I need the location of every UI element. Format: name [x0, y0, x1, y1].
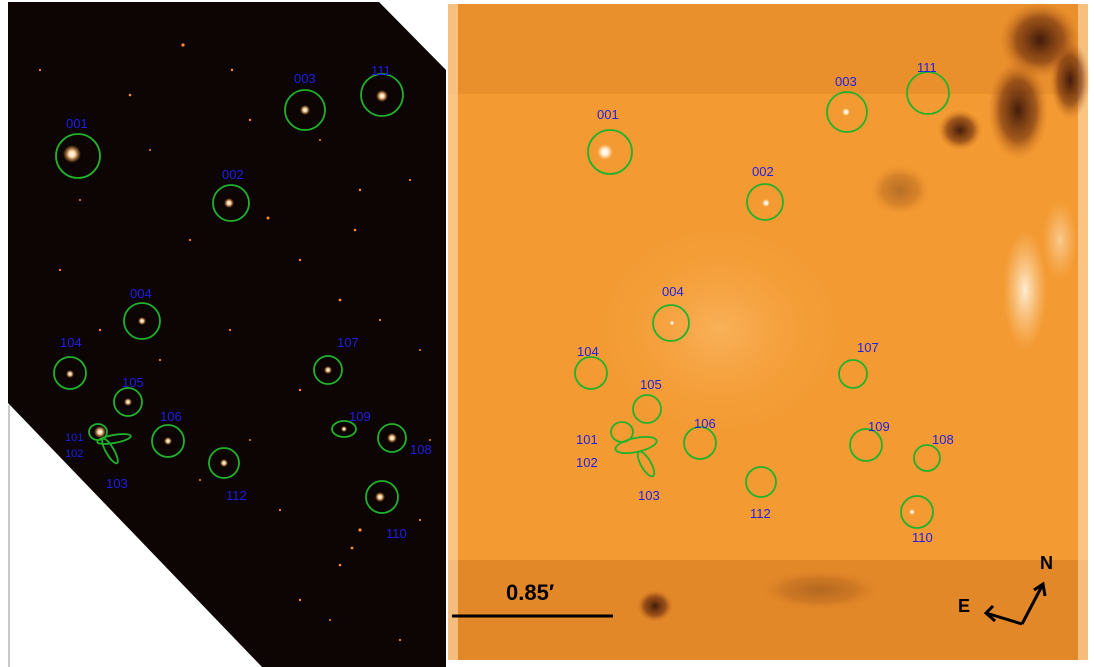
background-stars [38, 43, 431, 642]
left-ring-107 [313, 355, 343, 385]
right-label-104: 104 [577, 344, 599, 359]
right-top-band [448, 4, 1088, 94]
left-label-112: 112 [226, 488, 247, 503]
left-image-background [8, 2, 446, 667]
left-ring-003 [284, 89, 326, 131]
left-label-104: 104 [60, 335, 82, 350]
right-label-112: 112 [750, 506, 771, 521]
left-ring-108 [377, 423, 407, 453]
right-label-003: 003 [835, 74, 857, 89]
right-label-103: 103 [638, 488, 660, 503]
right-ring-110 [900, 495, 934, 529]
right-label-110: 110 [912, 530, 933, 545]
right-ring-001 [587, 129, 633, 175]
right-bottom-band [448, 560, 1088, 660]
compass-north-label: N [1040, 553, 1053, 573]
left-source-labels: 001 002 003 111 004 104 105 107 101 102 … [60, 63, 432, 541]
right-panel: 001 002 003 111 004 104 105 107 101 102 … [448, 2, 1090, 660]
left-panel: 001 002 003 111 004 104 105 107 101 102 … [8, 2, 446, 667]
left-ring-103 [101, 437, 119, 465]
left-ring-112 [208, 447, 240, 479]
scale-bar: 0.85′ [452, 580, 613, 618]
right-label-105: 105 [640, 377, 662, 392]
left-label-106: 106 [160, 409, 182, 424]
right-ring-104 [574, 356, 608, 390]
bright-sources [63, 90, 397, 502]
right-ring-003 [826, 91, 868, 133]
compass-north-arrow [1020, 583, 1045, 625]
left-label-110: 110 [386, 526, 407, 541]
right-ring-107 [838, 359, 868, 389]
left-label-102: 102 [65, 448, 83, 460]
left-ring-109 [331, 420, 357, 438]
right-source-labels: 001 002 003 111 004 104 105 107 101 102 … [576, 60, 954, 545]
scale-bar-label: 0.85′ [506, 580, 554, 605]
compass-east-arrow [985, 611, 1023, 626]
right-label-004: 004 [662, 284, 684, 299]
right-ring-106 [683, 426, 717, 460]
right-ring-109 [849, 428, 883, 462]
right-label-107: 107 [857, 340, 879, 355]
left-label-003: 003 [294, 71, 316, 86]
compass-east-label: E [958, 596, 970, 616]
compass: N E [958, 553, 1053, 626]
left-label-108: 108 [410, 442, 432, 457]
left-ring-111 [360, 73, 404, 117]
dark-patches [637, 2, 1090, 622]
right-ring-102 [614, 435, 658, 455]
left-label-109: 109 [349, 409, 371, 424]
left-ring-105 [113, 387, 143, 417]
left-ring-104 [53, 356, 87, 390]
left-label-107: 107 [337, 335, 359, 350]
right-ring-108 [913, 444, 941, 472]
right-bright-sources [597, 108, 915, 515]
left-label-111: 111 [371, 63, 391, 78]
left-ring-110 [365, 480, 399, 514]
right-ring-002 [746, 183, 784, 221]
right-label-111: 111 [917, 60, 937, 75]
right-ring-111 [906, 71, 950, 115]
left-label-002: 002 [222, 167, 244, 182]
right-ring-105 [632, 394, 662, 424]
left-ring-004 [123, 302, 161, 340]
right-ring-103 [636, 450, 656, 478]
left-label-101: 101 [65, 432, 83, 444]
compass-east-arrowhead-icon [983, 604, 996, 623]
left-label-004: 004 [130, 286, 152, 301]
right-label-108: 108 [932, 432, 954, 447]
right-ring-004 [652, 304, 690, 342]
right-ring-112 [745, 466, 777, 498]
right-label-001: 001 [597, 107, 619, 122]
left-source-rings [53, 73, 407, 514]
right-left-edge [448, 4, 458, 660]
left-label-103: 103 [106, 476, 128, 491]
right-label-109: 109 [868, 419, 890, 434]
compass-north-arrowhead-icon [1033, 581, 1047, 597]
left-ring-106 [151, 424, 185, 458]
left-ring-001 [55, 133, 101, 179]
right-right-edge [1078, 4, 1088, 660]
left-ring-102 [96, 433, 132, 445]
right-label-106: 106 [694, 416, 716, 431]
right-label-102: 102 [576, 455, 598, 470]
left-label-001: 001 [66, 116, 88, 131]
bright-patches [580, 200, 1078, 450]
right-source-rings [574, 71, 950, 529]
left-label-105: 105 [122, 375, 144, 390]
left-ring-002 [212, 184, 250, 222]
right-label-002: 002 [752, 164, 774, 179]
right-label-101: 101 [576, 432, 598, 447]
